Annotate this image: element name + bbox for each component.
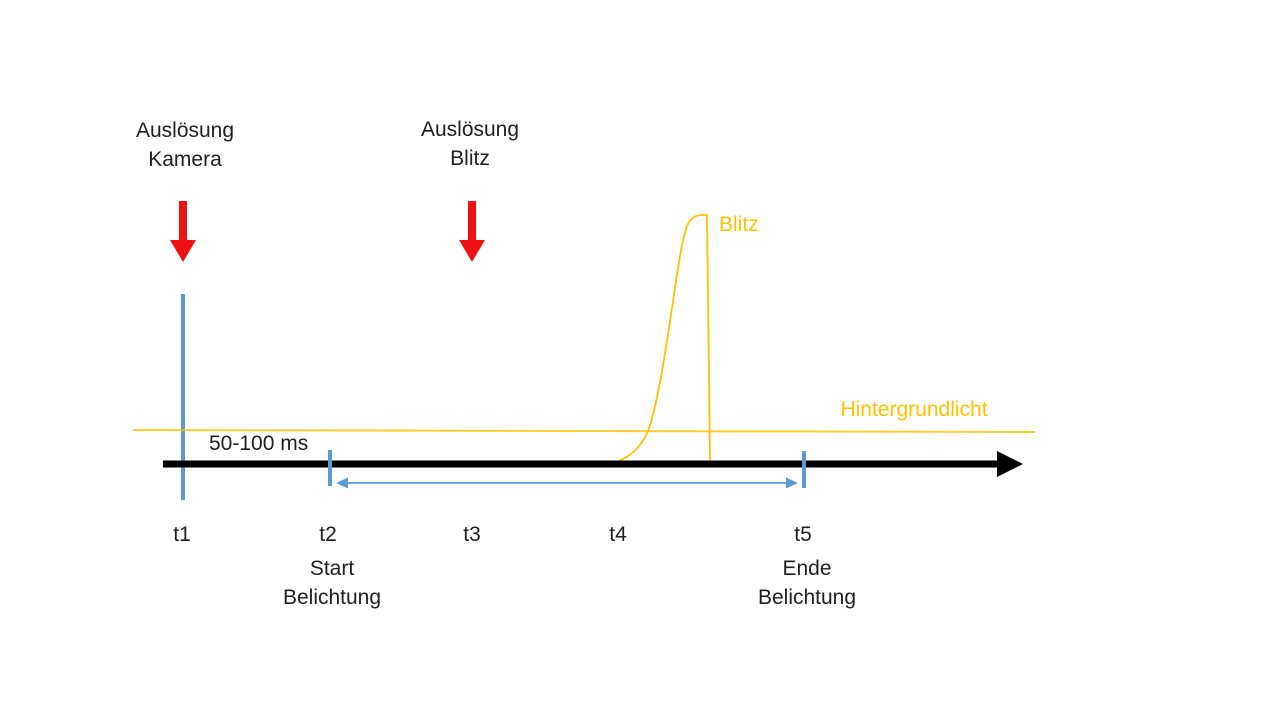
flash-trigger-label-line1: Auslösung: [420, 118, 520, 141]
tick-label-t4: t4: [609, 523, 627, 546]
timeline-axis: [163, 451, 1023, 477]
flash-trigger-label-line2: Blitz: [450, 147, 490, 170]
flash-curve: [611, 214, 711, 468]
tick-label-t1: t1: [173, 523, 191, 546]
camera-trigger-label-line1: Auslösung: [135, 119, 235, 142]
timeline-arrowhead-icon: [997, 451, 1023, 477]
end-exposure-label-line2: Belichtung: [757, 586, 857, 609]
flash-curve-label: Blitz: [719, 213, 759, 236]
flash-trigger-label: Auslösung Blitz: [421, 115, 519, 173]
background-light-line: [132, 429, 1036, 433]
end-exposure-label-line1: Ende: [782, 557, 832, 580]
background-light-label: Hintergrundlicht: [840, 398, 988, 421]
flash-trigger-arrow-icon: [459, 201, 485, 262]
tick-label-t3: t3: [463, 523, 481, 546]
start-exposure-label-line2: Belichtung: [282, 586, 382, 609]
tick-label-t2: t2: [319, 523, 337, 546]
arrow-left-head-icon: [336, 477, 348, 489]
camera-trigger-arrow-icon: [170, 201, 196, 262]
tick-label-t5: t5: [794, 523, 812, 546]
start-exposure-label-line1: Start: [309, 557, 355, 580]
camera-trigger-label: Auslösung Kamera: [136, 116, 234, 174]
start-exposure-label: Start Belichtung: [283, 554, 381, 612]
exposure-duration-arrow: [336, 477, 798, 489]
camera-trigger-label-line2: Kamera: [148, 148, 222, 171]
arrow-right-head-icon: [786, 477, 798, 489]
shutter-delay-label: 50-100 ms: [209, 432, 309, 455]
end-exposure-label: Ende Belichtung: [758, 554, 856, 612]
